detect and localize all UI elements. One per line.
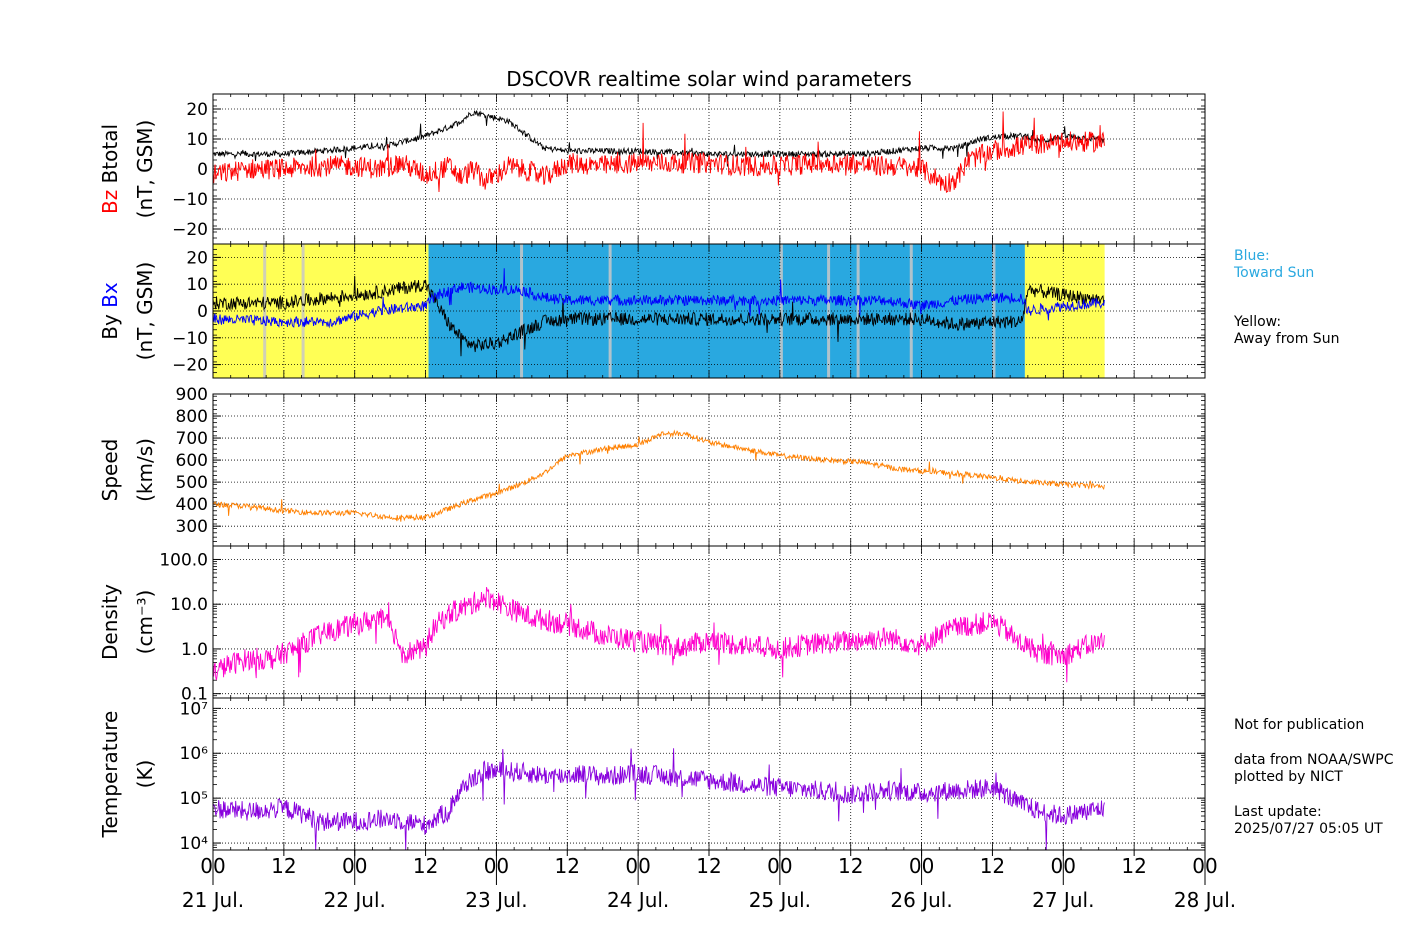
- y-tick-label: 0.1: [181, 685, 208, 705]
- y-tick-label: 10.0: [170, 595, 208, 615]
- y-label-speed: Speed: [98, 439, 122, 502]
- day-label: 26 Jul.: [890, 888, 952, 912]
- day-label: 28 Jul.: [1174, 888, 1236, 912]
- y-tick-label: −20: [172, 356, 208, 376]
- y-label-btotal: Btotal: [98, 124, 122, 190]
- hour-tick-label: 12: [555, 854, 580, 878]
- y-axis-label: Bz Btotal: [98, 124, 122, 214]
- panel-frame: [212, 243, 1206, 379]
- hour-tick-label: 12: [696, 854, 721, 878]
- away-sun-legend: Yellow: Away from Sun: [1234, 314, 1340, 347]
- panel-bxby: −20 −10 0 10 20 By Bx (nT, GSM): [98, 243, 1206, 379]
- y-label-bx: Bx: [98, 282, 122, 314]
- chart-panels: −20 −10 0 10 20 Bz Btotal (nT, GSM) −20 −10 0 10 20…: [98, 93, 1206, 854]
- y-tick-label: 0: [197, 302, 208, 322]
- y-tick-label: 500: [176, 473, 208, 493]
- y-label-bz: Bz: [98, 190, 122, 214]
- y-axis-label: Density: [98, 584, 122, 660]
- y-axis-label: Speed: [98, 439, 122, 502]
- series-line-density: [213, 586, 1105, 683]
- y-tick-label: −10: [172, 190, 208, 210]
- last-update-note: Last update: 2025/07/27 05:05 UT: [1234, 804, 1383, 837]
- day-label: 21 Jul.: [182, 888, 244, 912]
- y-tick-label: 10⁵: [180, 789, 208, 809]
- hour-tick-label: 12: [271, 854, 296, 878]
- y-tick-label: 0: [197, 160, 208, 180]
- series-line-speed: [213, 429, 1105, 522]
- hour-tick-label: 12: [1121, 854, 1146, 878]
- series-line-btotal: [213, 110, 1105, 167]
- y-axis-label: Temperature: [98, 711, 122, 839]
- hour-tick-label: 12: [838, 854, 863, 878]
- y-axis-units: (K): [133, 760, 157, 789]
- hour-tick-label: 12: [413, 854, 438, 878]
- y-tick-label: 800: [176, 407, 208, 427]
- y-tick-label: 600: [176, 451, 208, 471]
- not-for-publication-note: Not for publication: [1234, 717, 1365, 733]
- day-label: 27 Jul.: [1032, 888, 1094, 912]
- y-label-by: By: [98, 314, 122, 340]
- y-tick-label: 10: [186, 130, 208, 150]
- y-tick-label: 100.0: [159, 550, 208, 570]
- series-line-bz: [213, 111, 1105, 194]
- y-tick-label: 1.0: [181, 640, 208, 660]
- chart-title: DSCOVR realtime solar wind parameters: [506, 67, 912, 91]
- series-group: [213, 429, 1105, 522]
- panel-temperature: 10⁴ 10⁵ 10⁶ 10⁷ Temperature (K): [98, 697, 1206, 854]
- y-axis-units: (km/s): [133, 438, 157, 502]
- series-group: [213, 110, 1105, 194]
- y-axis-units: (cm⁻³): [133, 590, 157, 655]
- y-tick-label: 20: [186, 248, 208, 268]
- sector-gap: [909, 244, 913, 378]
- data-source-note: data from NOAA/SWPC plotted by NICT: [1234, 752, 1394, 785]
- day-label: 24 Jul.: [607, 888, 669, 912]
- series-line-temperature: [213, 748, 1105, 850]
- panel-btotal: −20 −10 0 10 20 Bz Btotal (nT, GSM): [98, 93, 1206, 245]
- y-tick-label: 900: [176, 385, 208, 405]
- day-label: 25 Jul.: [749, 888, 811, 912]
- y-label-temperature: Temperature: [98, 711, 122, 839]
- y-tick-label: 10⁷: [180, 699, 209, 719]
- sector-gap: [520, 244, 524, 378]
- series-group: [213, 586, 1105, 683]
- y-tick-label: 300: [176, 517, 208, 537]
- y-axis-units: (nT, GSM): [133, 120, 157, 219]
- toward-sun-legend: Blue: Toward Sun: [1234, 248, 1315, 281]
- series-group: [213, 268, 1105, 357]
- hour-tick-label: 12: [980, 854, 1005, 878]
- y-tick-label: 10⁶: [180, 744, 209, 764]
- series-line-bx: [213, 268, 1105, 329]
- panel-density: 0.1 1.0 10.0 100.0 Density (cm⁻³): [98, 545, 1206, 705]
- y-axis-label: By Bx: [98, 282, 122, 340]
- y-tick-label: 700: [176, 429, 208, 449]
- series-group: [213, 748, 1105, 850]
- y-tick-label: −20: [172, 220, 208, 240]
- series-line-by: [213, 275, 1105, 357]
- y-label-density: Density: [98, 584, 122, 660]
- y-axis-units: (nT, GSM): [133, 262, 157, 361]
- sector-gap: [608, 244, 612, 378]
- sector-gap: [779, 244, 783, 378]
- day-label: 23 Jul.: [465, 888, 527, 912]
- y-tick-label: 10: [186, 275, 208, 295]
- y-tick-label: 400: [176, 495, 208, 515]
- y-tick-label: −10: [172, 329, 208, 349]
- y-tick-label: 10⁴: [180, 834, 209, 854]
- day-label: 22 Jul.: [324, 888, 386, 912]
- y-tick-label: 20: [186, 100, 208, 120]
